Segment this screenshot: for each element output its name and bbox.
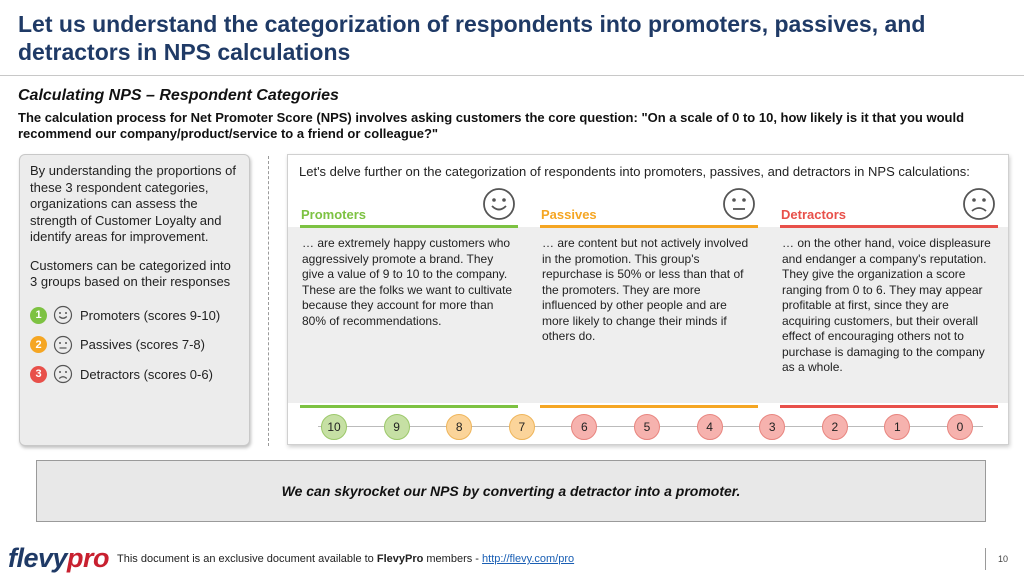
categories-panel: Let's delve further on the categorizatio… — [287, 154, 1009, 445]
category-label: Promoters (scores 9-10) — [80, 307, 221, 323]
column-description: … are content but not actively involved … — [542, 236, 749, 343]
score-circle: 10 — [321, 414, 347, 440]
description-band — [288, 227, 1008, 403]
category-list: 1 Promoters (scores 9-10) 2 Passives (sc… — [30, 301, 239, 390]
column-accent-line — [300, 225, 518, 228]
category-label: Passives (scores 7-8) — [80, 337, 205, 353]
column-heading: Promoters — [301, 207, 367, 222]
category-label: Detractors (scores 0-6) — [80, 366, 213, 382]
score-circle: 1 — [884, 414, 911, 440]
section-subtitle: Calculating NPS – Respondent Categories — [18, 87, 339, 104]
column-accent-line — [540, 225, 758, 228]
sad-face-icon — [53, 365, 73, 384]
detractors-column: Detractors … on the other hand, voice di… — [780, 183, 998, 374]
score-circle: 7 — [508, 414, 535, 440]
title-divider — [0, 75, 1024, 76]
neutral-face-icon — [53, 335, 73, 354]
column-accent-line — [780, 225, 998, 228]
categories-intro: Let's delve further on the categorizatio… — [299, 164, 970, 179]
column-description: … on the other hand, voice displeasure a… — [782, 236, 991, 374]
flevypro-logo: flevypro — [8, 543, 110, 573]
category-item-passives: 2 Passives (scores 7-8) — [30, 330, 239, 360]
number-badge: 3 — [30, 365, 47, 383]
score-circle: 8 — [446, 414, 473, 440]
flevypro-link[interactable]: http://flevy.com/pro — [482, 553, 575, 565]
promoters-column: Promoters … are extremely happy customer… — [300, 183, 518, 328]
page-number: 10 — [998, 554, 1009, 564]
summary-paragraph-1: By understanding the proportions of thes… — [30, 163, 236, 244]
number-badge: 2 — [30, 336, 47, 354]
score-circle: 0 — [947, 414, 973, 440]
score-circle: 6 — [571, 414, 598, 440]
summary-panel: By understanding the proportions of thes… — [19, 154, 250, 446]
intro-text: The calculation process for Net Promoter… — [18, 110, 965, 141]
category-item-detractors: 3 Detractors (scores 0-6) — [30, 360, 239, 390]
score-circle: 4 — [696, 414, 723, 440]
column-heading: Detractors — [781, 207, 847, 222]
category-item-promoters: 1 Promoters (scores 9-10) — [30, 301, 239, 331]
score-circle: 2 — [821, 414, 848, 440]
smiley-face-icon — [53, 306, 73, 325]
score-circle: 9 — [383, 414, 410, 440]
passives-bottom-line — [540, 405, 758, 408]
score-circle: 3 — [759, 414, 786, 440]
passives-column: Passives … are content but not actively … — [540, 183, 758, 343]
detractors-bottom-line — [780, 405, 998, 408]
key-takeaway-banner: We can skyrocket our NPS by converting a… — [36, 460, 986, 522]
page-title: Let us understand the categorization of … — [18, 11, 926, 65]
footer-note: This document is an exclusive document a… — [117, 553, 575, 565]
promoters-bottom-line — [300, 405, 518, 408]
sad-face-icon — [963, 188, 995, 220]
footer: flevypro This document is an exclusive d… — [0, 540, 1024, 577]
column-description: … are extremely happy customers who aggr… — [302, 236, 513, 328]
smiley-face-icon — [483, 188, 515, 220]
score-circle: 5 — [634, 414, 660, 440]
neutral-face-icon — [723, 188, 755, 220]
footer-divider — [985, 548, 986, 570]
column-heading: Passives — [541, 207, 597, 222]
vertical-divider — [268, 156, 269, 446]
number-badge: 1 — [30, 306, 47, 324]
summary-paragraph-2: Customers can be categorized into 3 grou… — [30, 257, 231, 290]
